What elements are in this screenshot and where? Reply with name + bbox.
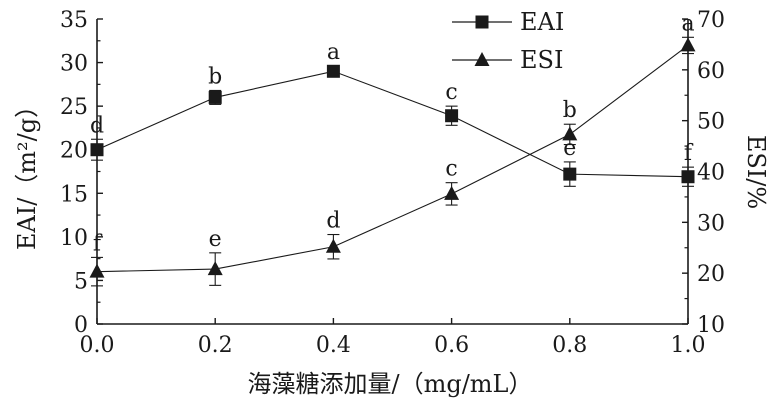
- significance-label: c: [445, 157, 457, 182]
- data-point: [208, 90, 222, 104]
- y-right-tick-label: 60: [697, 59, 725, 84]
- legend-marker: [474, 52, 490, 66]
- data-point: [207, 261, 223, 276]
- data-point: [680, 37, 696, 52]
- significance-label: d: [326, 209, 340, 234]
- significance-label: d: [90, 113, 104, 138]
- chart-series: d b a c e f f e d c b a: [89, 11, 696, 287]
- y-left-tick-label: 25: [60, 95, 88, 120]
- legend-label: EAI: [520, 8, 564, 36]
- x-tick-label: 0.8: [552, 333, 587, 358]
- significance-label: c: [445, 80, 457, 105]
- x-axis-title: 海藻糖添加量/（mg/mL）: [248, 370, 533, 398]
- significance-label: b: [563, 98, 577, 123]
- x-tick-label: 0.4: [316, 333, 351, 358]
- series-eai: d b a c e f: [90, 40, 695, 187]
- significance-label: f: [93, 231, 103, 256]
- y-right-tick-label: 30: [697, 211, 725, 236]
- data-point: [326, 64, 340, 78]
- significance-label: a: [327, 40, 340, 65]
- y-right-tick-label: 20: [697, 262, 725, 287]
- data-point: [562, 126, 578, 141]
- significance-label: b: [208, 64, 222, 89]
- legend-marker: [475, 15, 489, 29]
- y-left-tick-label: 20: [60, 139, 88, 164]
- significance-label: e: [209, 227, 222, 252]
- data-point: [325, 238, 341, 253]
- significance-label: f: [684, 141, 694, 166]
- x-tick-label: 1.0: [671, 333, 706, 358]
- data-point: [445, 109, 459, 123]
- x-tick-label: 0.0: [80, 333, 115, 358]
- y-right-tick-label: 50: [697, 110, 725, 135]
- data-point: [563, 167, 577, 181]
- data-point: [681, 170, 695, 184]
- series-line: [96, 44, 689, 273]
- x-tick-label: 0.6: [434, 333, 469, 358]
- y-left-tick-label: 5: [74, 269, 88, 294]
- significance-label: a: [681, 11, 694, 36]
- data-point: [444, 185, 460, 200]
- chart-legend: EAI ESI: [452, 8, 564, 74]
- y-left-tick-label: 35: [60, 8, 88, 33]
- chart-axes: 0.0 0.2 0.4 0.6 0.8 1.0 0 5 10 15 20 25 30 35 10 20 30 40…: [60, 8, 725, 358]
- series-esi: f e d c b a: [89, 11, 696, 287]
- y-left-tick-label: 30: [60, 52, 88, 77]
- data-point: [89, 263, 105, 278]
- y-axis-left-title: EAI/（m²/g）: [13, 94, 41, 250]
- y-axis-right-title: ESI/%: [742, 135, 770, 209]
- y-right-tick-label: 10: [697, 313, 725, 338]
- series-line: [96, 70, 689, 178]
- x-tick-label: 0.2: [198, 333, 233, 358]
- y-left-tick-label: 0: [74, 313, 88, 338]
- legend-label: ESI: [520, 46, 563, 74]
- y-left-tick-label: 15: [60, 182, 88, 207]
- y-left-tick-label: 10: [60, 226, 88, 251]
- y-right-tick-label: 40: [697, 161, 725, 186]
- data-point: [90, 143, 104, 157]
- y-right-tick-label: 70: [697, 8, 725, 33]
- significance-label: e: [563, 136, 576, 161]
